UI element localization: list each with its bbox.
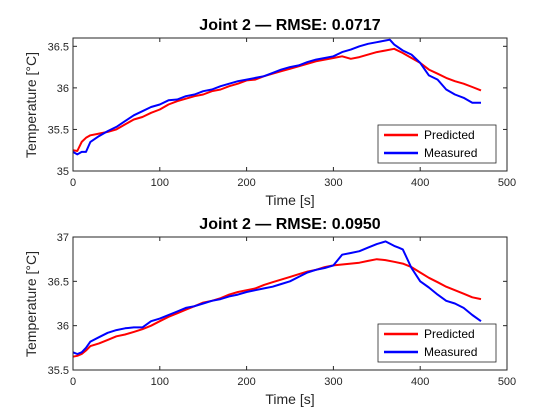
y-tick-label: 36.5 xyxy=(48,41,69,53)
legend-box xyxy=(377,323,497,363)
x-tick-label: 500 xyxy=(498,376,516,388)
y-tick-label: 35 xyxy=(57,166,69,178)
x-tick-label: 400 xyxy=(411,376,429,388)
chart-title: Joint 2 — RMSE: 0.0717 xyxy=(199,17,380,34)
legend-label-predicted: Predicted xyxy=(424,327,475,341)
x-tick-label: 200 xyxy=(237,376,255,388)
y-tick-label: 35.5 xyxy=(48,124,69,136)
x-tick-label: 100 xyxy=(151,376,169,388)
series-line-measured xyxy=(72,38,481,156)
subplot-top: Joint 2 — RMSE: 0.0717 Time [s] Temperat… xyxy=(23,17,516,208)
subplot-bottom: Joint 2 — RMSE: 0.0950 Time [s] Temperat… xyxy=(23,216,516,407)
y-axis-label: Temperature [°C] xyxy=(23,251,39,357)
axes-box xyxy=(72,37,508,172)
legend-box xyxy=(377,124,497,164)
x-tick-label: 0 xyxy=(70,376,76,388)
series-line-measured xyxy=(72,240,482,355)
legend-label-measured: Measured xyxy=(424,146,477,160)
y-axis-label: Temperature [°C] xyxy=(23,52,39,158)
legend-label-predicted: Predicted xyxy=(424,128,475,142)
x-tick-label: 400 xyxy=(411,177,429,189)
axes-box xyxy=(72,236,508,371)
x-tick-label: 100 xyxy=(151,177,169,189)
y-tick-label: 36 xyxy=(57,83,69,95)
legend: Predicted Measured xyxy=(377,323,497,363)
x-axis-label: Time [s] xyxy=(265,192,314,208)
chart-title: Joint 2 — RMSE: 0.0950 xyxy=(199,216,380,233)
y-tick-label: 35.5 xyxy=(48,365,69,377)
x-tick-label: 300 xyxy=(324,376,342,388)
y-tick-label: 36 xyxy=(57,321,69,333)
x-tick-label: 500 xyxy=(498,177,516,189)
x-tick-label: 0 xyxy=(70,177,76,189)
x-axis-label: Time [s] xyxy=(265,391,314,407)
legend-label-measured: Measured xyxy=(424,345,477,359)
y-tick-label: 36.5 xyxy=(48,276,69,288)
y-tick-label: 37 xyxy=(57,232,69,244)
legend: Predicted Measured xyxy=(377,124,497,164)
x-tick-label: 300 xyxy=(324,177,342,189)
x-tick-label: 200 xyxy=(237,177,255,189)
